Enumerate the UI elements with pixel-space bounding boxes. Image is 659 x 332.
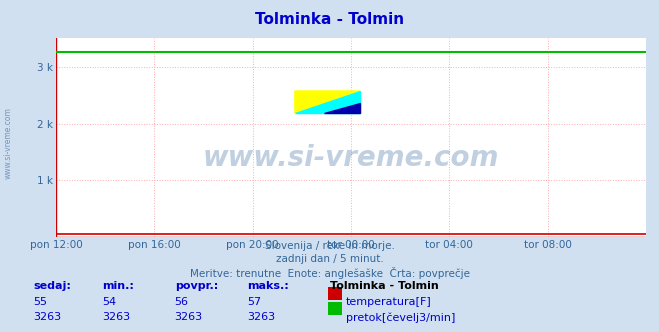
Text: 3263: 3263 [102,312,130,322]
Text: zadnji dan / 5 minut.: zadnji dan / 5 minut. [275,254,384,264]
Text: Slovenija / reke in morje.: Slovenija / reke in morje. [264,241,395,251]
Text: maks.:: maks.: [247,281,289,290]
Text: povpr.:: povpr.: [175,281,218,290]
Text: 3263: 3263 [247,312,275,322]
Text: Meritve: trenutne  Enote: anglešaške  Črta: povprečje: Meritve: trenutne Enote: anglešaške Črta… [190,267,469,279]
Text: min.:: min.: [102,281,134,290]
Text: pretok[čevelj3/min]: pretok[čevelj3/min] [346,312,455,323]
Text: www.si-vreme.com: www.si-vreme.com [3,107,13,179]
Text: 55: 55 [33,297,47,307]
Text: www.si-vreme.com: www.si-vreme.com [203,144,499,172]
Text: 3263: 3263 [175,312,203,322]
Polygon shape [324,103,360,113]
Text: sedaj:: sedaj: [33,281,71,290]
Text: 3263: 3263 [33,312,61,322]
Polygon shape [295,91,360,113]
Text: temperatura[F]: temperatura[F] [346,297,432,307]
Text: 57: 57 [247,297,261,307]
Text: 56: 56 [175,297,188,307]
Polygon shape [295,91,360,113]
Text: Tolminka - Tolmin: Tolminka - Tolmin [255,12,404,27]
Text: 54: 54 [102,297,116,307]
Text: Tolminka - Tolmin: Tolminka - Tolmin [330,281,438,290]
